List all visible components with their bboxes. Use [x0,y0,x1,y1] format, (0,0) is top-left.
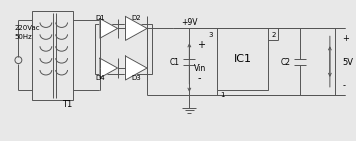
Text: 220Vac: 220Vac [15,25,40,31]
Text: 50Hz: 50Hz [15,34,32,40]
Text: +: + [197,40,205,50]
Text: +: + [342,34,350,43]
Bar [217,28,268,90]
Text: T1: T1 [62,100,73,109]
Text: D4: D4 [95,75,105,81]
Text: 1: 1 [220,92,225,98]
Text: 2: 2 [272,32,276,38]
Text: D2: D2 [131,15,141,21]
Bar [32,11,73,100]
Text: -: - [197,73,201,83]
Polygon shape [125,56,147,80]
Text: D1: D1 [95,15,105,21]
Text: 5V: 5V [342,58,354,67]
Polygon shape [100,19,117,38]
Text: -: - [342,81,346,90]
Text: C1: C1 [169,58,179,67]
Polygon shape [125,16,147,40]
Polygon shape [100,58,117,78]
Text: IC1: IC1 [234,54,251,64]
Text: 3: 3 [209,32,213,38]
Text: C2: C2 [281,58,290,67]
Text: Vin: Vin [194,64,206,72]
Text: D3: D3 [131,75,141,81]
Text: +9V: +9V [181,18,198,27]
Bar [95,24,152,74]
